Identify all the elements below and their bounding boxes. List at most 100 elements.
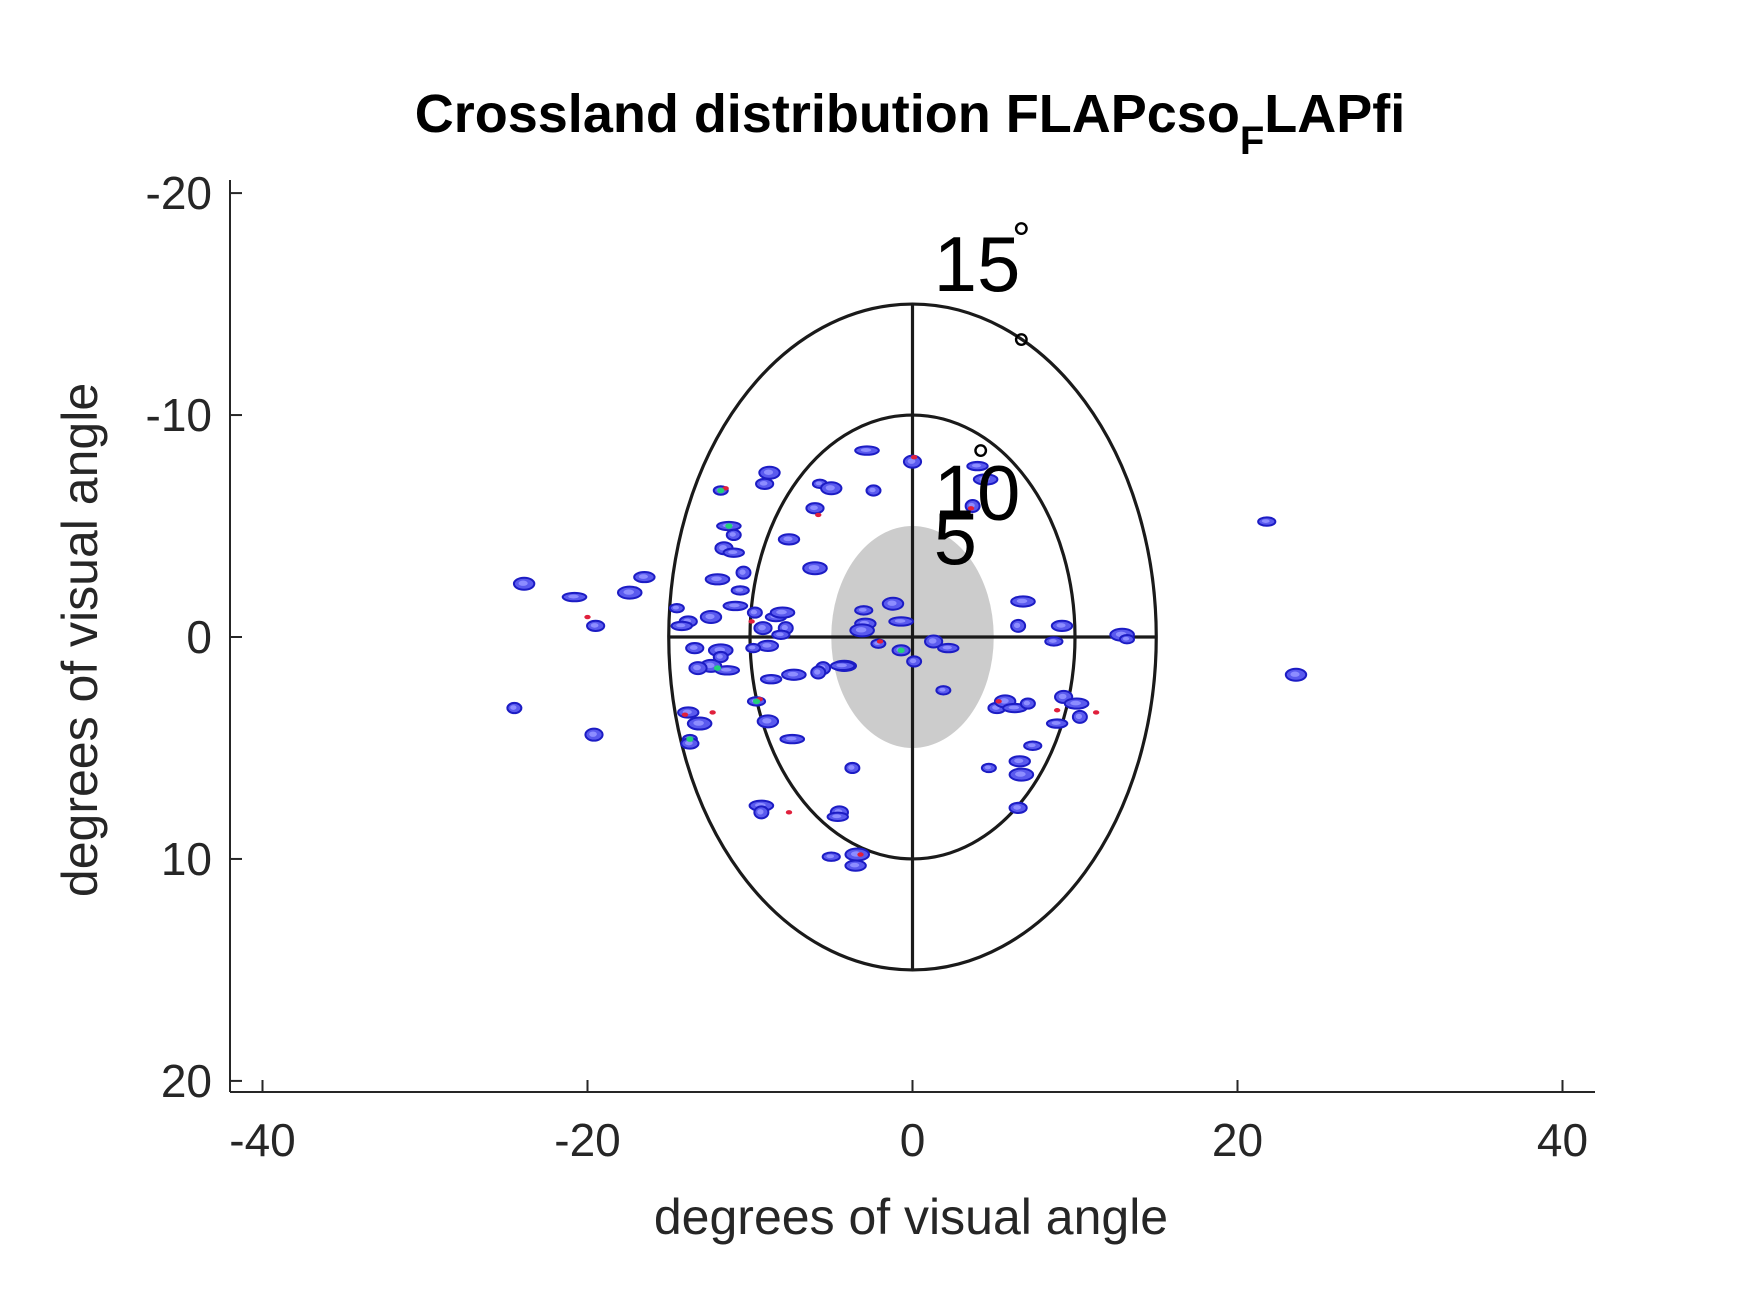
fixation-point-highlight xyxy=(1122,636,1130,641)
ring-label-10: 10 xyxy=(934,448,1021,536)
fixation-point-highlight xyxy=(785,736,797,741)
fixation-point-highlight xyxy=(720,667,732,672)
fixation-point-hot xyxy=(1092,710,1100,715)
fixation-point-highlight xyxy=(590,623,599,628)
fixation-point-highlight xyxy=(729,603,740,608)
fixation-point-highlight xyxy=(735,588,744,592)
fixation-point-highlight xyxy=(1290,671,1300,677)
fixation-point-highlight xyxy=(758,624,766,631)
fixation-point-highlight xyxy=(850,862,860,868)
fixation-points xyxy=(506,445,1308,872)
x-tick-label: 40 xyxy=(1537,1114,1588,1166)
ring-label-5-degree-symbol: ° xyxy=(972,434,990,486)
fixation-point-core xyxy=(713,665,722,671)
fixation-point-hot xyxy=(785,810,793,815)
fixation-point-highlight xyxy=(860,448,872,452)
fixation-point-highlight xyxy=(832,814,842,819)
y-tick-label: -20 xyxy=(146,167,212,219)
fixation-point-highlight xyxy=(855,627,867,633)
fixation-point-hot xyxy=(967,506,975,511)
fixation-point-highlight xyxy=(781,624,788,631)
fixation-point-hot xyxy=(1053,708,1061,713)
fixation-point-highlight xyxy=(815,481,823,486)
fixation-point-highlight xyxy=(705,613,715,620)
fixation-point-highlight xyxy=(979,476,990,482)
ring-label-10-degree-symbol: ° xyxy=(1012,323,1030,375)
fixation-point-highlight xyxy=(783,536,793,542)
fixation-point-highlight xyxy=(589,731,597,737)
axes: -40 -20 0 20 40 -20 -10 0 10 20 xyxy=(146,167,1595,1166)
fixation-point-highlight xyxy=(728,550,738,555)
x-tick-label: 0 xyxy=(900,1114,926,1166)
fixation-point-highlight xyxy=(749,645,756,650)
fixation-point-core xyxy=(897,647,905,654)
ring-label-15: 15 xyxy=(934,220,1021,308)
fixation-point-highlight xyxy=(1016,598,1028,604)
y-axis-label: degrees of visual angle xyxy=(52,383,108,897)
y-tick-label: 20 xyxy=(161,1055,212,1107)
fixation-point-hot xyxy=(748,619,755,624)
fixation-point-hot xyxy=(995,699,1002,704)
fixation-point-highlight xyxy=(762,643,772,648)
fixation-point-highlight xyxy=(810,505,818,511)
fixation-point-highlight xyxy=(685,740,693,746)
plot-area: 5°10°15° xyxy=(506,212,1308,972)
fixation-point-highlight xyxy=(1013,805,1021,810)
x-tick-label: -20 xyxy=(554,1114,620,1166)
fixation-point-highlight xyxy=(1027,743,1036,748)
fixation-point-highlight xyxy=(1070,700,1081,706)
fixation-point-highlight xyxy=(693,664,701,671)
fixation-point-highlight xyxy=(518,580,528,586)
fixation-point-highlight xyxy=(765,676,775,681)
fixation-point-hot xyxy=(857,852,864,857)
fixation-point-highlight xyxy=(750,609,758,615)
y-tick-label: -10 xyxy=(146,389,212,441)
fixation-point-highlight xyxy=(719,545,727,551)
fixation-point-hot xyxy=(709,710,716,715)
ring-labels: 5°10°15° xyxy=(934,212,1031,580)
fixation-point-hot xyxy=(584,614,591,620)
fixation-point-highlight xyxy=(787,671,799,677)
fixation-point-highlight xyxy=(510,705,517,710)
fixation-point-highlight xyxy=(693,720,704,726)
fixation-point-highlight xyxy=(711,576,722,582)
fixation-point-core xyxy=(686,736,694,742)
fixation-point-highlight xyxy=(942,645,952,650)
fixation-point-core xyxy=(752,698,761,705)
ring-label-15-degree-symbol: ° xyxy=(1012,212,1030,264)
fixation-point-hot xyxy=(815,512,822,518)
fixation-point-highlight xyxy=(759,481,768,486)
fixation-point-highlight xyxy=(763,469,774,475)
x-axis-label: degrees of visual angle xyxy=(654,1189,1168,1245)
fixation-point-highlight xyxy=(984,765,992,770)
y-tick-label: 0 xyxy=(186,611,212,663)
fixation-point-highlight xyxy=(1013,622,1021,629)
fixation-point-highlight xyxy=(869,487,876,493)
fixation-point-highlight xyxy=(887,600,897,606)
fixation-point-core xyxy=(725,523,733,529)
fixation-point-hot xyxy=(681,712,689,717)
chart-title-main: Crossland distribution FLAPcso xyxy=(415,84,1240,144)
fixation-point-highlight xyxy=(826,854,835,859)
fixation-point-highlight xyxy=(1058,693,1067,700)
fixation-point-highlight xyxy=(939,687,946,692)
fixation-point-highlight xyxy=(729,532,736,537)
fixation-point-highlight xyxy=(1051,721,1061,725)
fixation-point-highlight xyxy=(999,698,1009,704)
fixation-point-highlight xyxy=(1023,700,1031,706)
fixation-point-highlight xyxy=(971,463,982,468)
x-tick-label: 20 xyxy=(1212,1114,1263,1166)
fixation-point-highlight xyxy=(928,638,937,644)
fixation-point-highlight xyxy=(836,663,847,668)
fixation-point-highlight xyxy=(705,662,715,669)
fixation-point-highlight xyxy=(909,658,917,664)
fixation-point-highlight xyxy=(716,654,723,659)
fixation-point-highlight xyxy=(1008,705,1020,710)
fixation-point-highlight xyxy=(1049,639,1057,643)
fixation-point-highlight xyxy=(1014,758,1024,764)
fixation-point-core xyxy=(717,487,725,494)
fixation-point-highlight xyxy=(825,485,835,491)
chart-title: Crossland distribution FLAPcsoFLAPfi xyxy=(415,84,1406,163)
fixation-point-highlight xyxy=(814,669,821,675)
